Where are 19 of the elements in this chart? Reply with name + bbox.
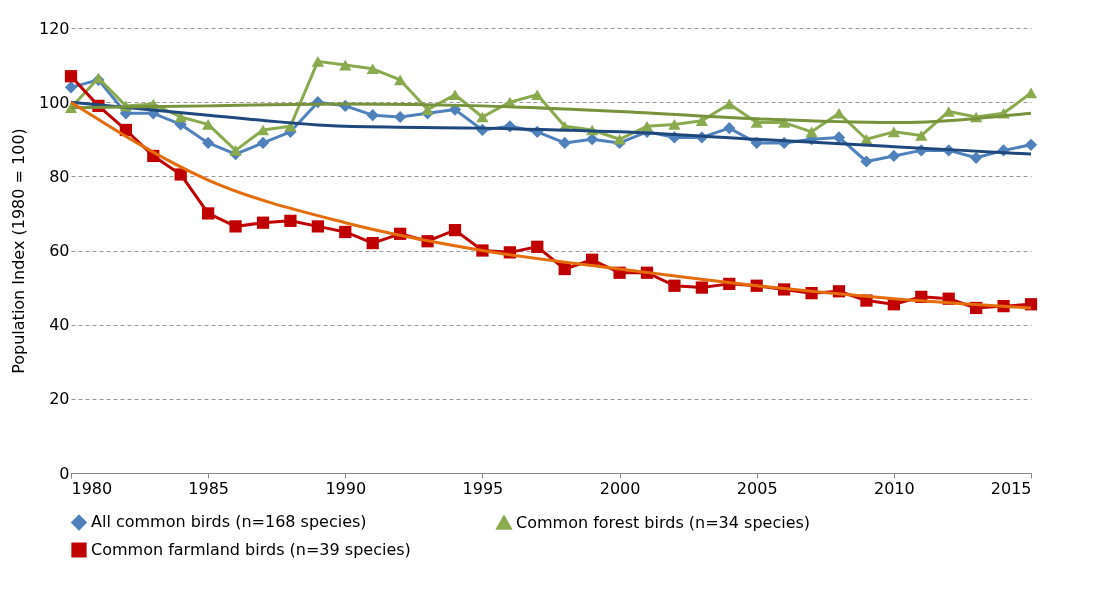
x-tick-label: 1985: [188, 478, 229, 498]
legend-label: All common birds (n=168 species): [91, 512, 367, 532]
x-tick-label: 1995: [462, 478, 504, 498]
y-tick-label: 60: [49, 241, 70, 260]
x-tick-label: 2015: [990, 478, 1032, 498]
x-tick-label: 2000: [599, 478, 641, 498]
x-tick-label: 1990: [325, 478, 367, 498]
x-tick-label: 2005: [736, 478, 778, 498]
x-tick-label: 1980: [71, 478, 113, 498]
x-tick-label: 2010: [874, 478, 915, 498]
y-tick-label: 120: [38, 18, 70, 38]
y-tick-label: 0: [59, 463, 70, 483]
y-tick-label: 20: [49, 389, 70, 409]
y-axis-title: Population Index (1980 = 100): [8, 128, 28, 374]
y-tick-label: 80: [49, 166, 70, 186]
legend-label: Common forest birds (n=34 species): [516, 512, 811, 532]
legend-label: Common farmland birds (n=39 species): [91, 540, 411, 559]
y-tick-label: 40: [49, 315, 70, 335]
y-tick-label: 100: [38, 92, 70, 112]
